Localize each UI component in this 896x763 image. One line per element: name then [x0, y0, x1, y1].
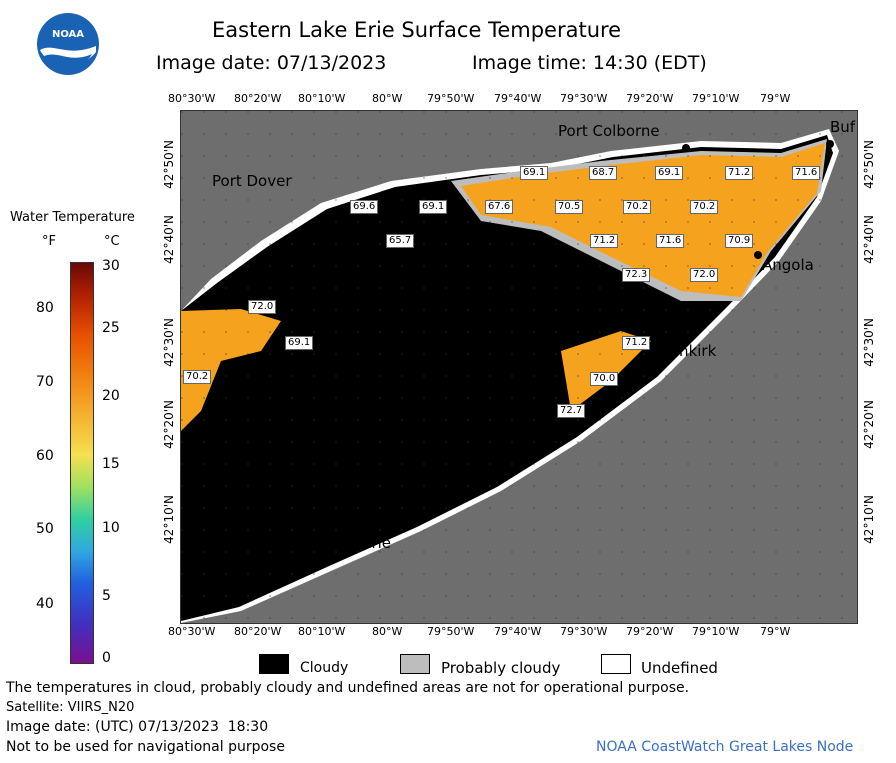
colorbar [70, 262, 94, 664]
lat-tick-right: 42°50'N [862, 140, 876, 189]
temperature-label: 70.2 [183, 370, 212, 384]
lat-tick-left: 42°10'N [162, 495, 176, 544]
colorbar-c-tick: 5 [102, 588, 111, 604]
lon-tick-top: 80°20'W [234, 92, 282, 105]
lon-tick-top: 79°W [760, 92, 791, 105]
city-dunkirk: Dunkirk [658, 342, 717, 360]
lon-tick-top: 79°20'W [626, 92, 674, 105]
lat-tick-right: 42°10'N [862, 495, 876, 544]
noaa-logo: NOAA [36, 12, 100, 76]
temperature-label: 72.0 [248, 300, 277, 314]
temperature-label: 69.1 [655, 166, 684, 180]
city-dot-buffalo [826, 140, 834, 148]
temperature-label: 69.1 [285, 336, 314, 350]
nav-warning-text: Not to be used for navigational purpose [6, 739, 285, 755]
temperature-label: 70.2 [690, 200, 719, 214]
svg-text:NOAA: NOAA [52, 29, 84, 40]
disclaimer-text: The temperatures in cloud, probably clou… [6, 680, 690, 696]
colorbar-f-tick: 70 [36, 374, 54, 390]
lon-tick-top: 79°50'W [427, 92, 475, 105]
image-time: Image time: 14:30 (EDT) [472, 52, 707, 74]
lon-tick-top: 79°30'W [560, 92, 608, 105]
legend-swatch-cloudy [259, 654, 289, 674]
legend-label-probably-cloudy: Probably cloudy [441, 659, 561, 677]
legend-swatch-probably-cloudy [400, 654, 430, 674]
lat-tick-left: 42°30'N [162, 318, 176, 367]
lon-tick-bottom: 79°W [760, 625, 791, 638]
colorbar-c-tick: 10 [102, 520, 120, 536]
page-title: Eastern Lake Erie Surface Temperature [212, 18, 622, 42]
colorbar-c-tick: 30 [102, 258, 120, 274]
colorbar-c-tick: 20 [102, 388, 120, 404]
colorbar-c-tick: 15 [102, 456, 120, 472]
city-dot-angola [754, 251, 762, 259]
city-buffalo: Buf [830, 118, 856, 136]
temperature-label: 71.2 [590, 234, 619, 248]
image-date: Image date: 07/13/2023 [156, 52, 387, 74]
colorbar-c-tick: 25 [102, 320, 120, 336]
temperature-label: 72.7 [557, 404, 586, 418]
temperature-label: 69.6 [350, 200, 379, 214]
lon-tick-top: 80°10'W [298, 92, 346, 105]
temperature-label: 71.6 [792, 166, 821, 180]
colorbar-unit-c: °C [104, 234, 120, 249]
colorbar-f-tick: 80 [36, 300, 54, 316]
city-angola: Angola [762, 256, 814, 274]
colorbar-title: Water Temperature [10, 210, 135, 225]
temperature-label: 72.0 [690, 268, 719, 282]
lon-tick-bottom: 80°20'W [234, 625, 282, 638]
temperature-label: 70.0 [590, 372, 619, 386]
city-erie: Erie [362, 534, 392, 552]
lat-tick-right: 42°30'N [862, 318, 876, 367]
temperature-label: 70.9 [725, 234, 754, 248]
lon-tick-bottom: 80°10'W [298, 625, 346, 638]
lon-tick-bottom: 79°30'W [560, 625, 608, 638]
colorbar-unit-f: °F [42, 234, 56, 249]
colorbar-c-tick: 0 [102, 650, 111, 666]
temperature-label: 70.5 [555, 200, 584, 214]
utc-date-text: Image date: (UTC) 07/13/2023 18:30 [6, 719, 269, 735]
credit-text: NOAA CoastWatch Great Lakes Node [596, 739, 854, 755]
temperature-label: 72.3 [622, 268, 651, 282]
temperature-label: 71.2 [725, 166, 754, 180]
lat-tick-left: 42°20'N [162, 400, 176, 449]
lon-tick-top: 79°10'W [692, 92, 740, 105]
lon-tick-bottom: 80°W [372, 625, 403, 638]
temperature-label: 67.6 [485, 200, 514, 214]
temperature-label: 71.2 [622, 336, 651, 350]
lon-tick-top: 80°30'W [168, 92, 216, 105]
temperature-label: 65.7 [386, 234, 415, 248]
city-port-colborne: Port Colborne [558, 122, 660, 140]
city-dot-port-colborne [682, 144, 690, 152]
colorbar-f-tick: 60 [36, 448, 54, 464]
temperature-label: 69.1 [520, 166, 549, 180]
lon-tick-bottom: 79°10'W [692, 625, 740, 638]
colorbar-f-tick: 50 [36, 521, 54, 537]
city-dot-erie [354, 527, 362, 535]
temperature-label: 71.6 [656, 234, 685, 248]
lon-tick-bottom: 79°50'W [427, 625, 475, 638]
lon-tick-bottom: 80°30'W [168, 625, 216, 638]
lon-tick-bottom: 79°40'W [494, 625, 542, 638]
city-port-dover: Port Dover [212, 172, 292, 190]
legend-label-undefined: Undefined [641, 659, 718, 677]
satellite-text: Satellite: VIIRS_N20 [6, 700, 135, 715]
lat-tick-left: 42°40'N [162, 215, 176, 264]
lake-map [181, 111, 857, 623]
lat-tick-right: 42°40'N [862, 215, 876, 264]
temperature-label: 70.2 [623, 200, 652, 214]
temperature-label: 68.7 [589, 166, 618, 180]
colorbar-f-tick: 40 [36, 596, 54, 612]
lat-tick-right: 42°20'N [862, 400, 876, 449]
city-dot-dunkirk [651, 339, 659, 347]
temperature-label: 69.1 [419, 200, 448, 214]
map-frame [180, 110, 858, 624]
lat-tick-left: 42°50'N [162, 140, 176, 189]
lon-tick-bottom: 79°20'W [626, 625, 674, 638]
legend-swatch-undefined [601, 654, 631, 674]
lon-tick-top: 80°W [372, 92, 403, 105]
lon-tick-top: 79°40'W [494, 92, 542, 105]
legend-label-cloudy: Cloudy [300, 660, 349, 676]
